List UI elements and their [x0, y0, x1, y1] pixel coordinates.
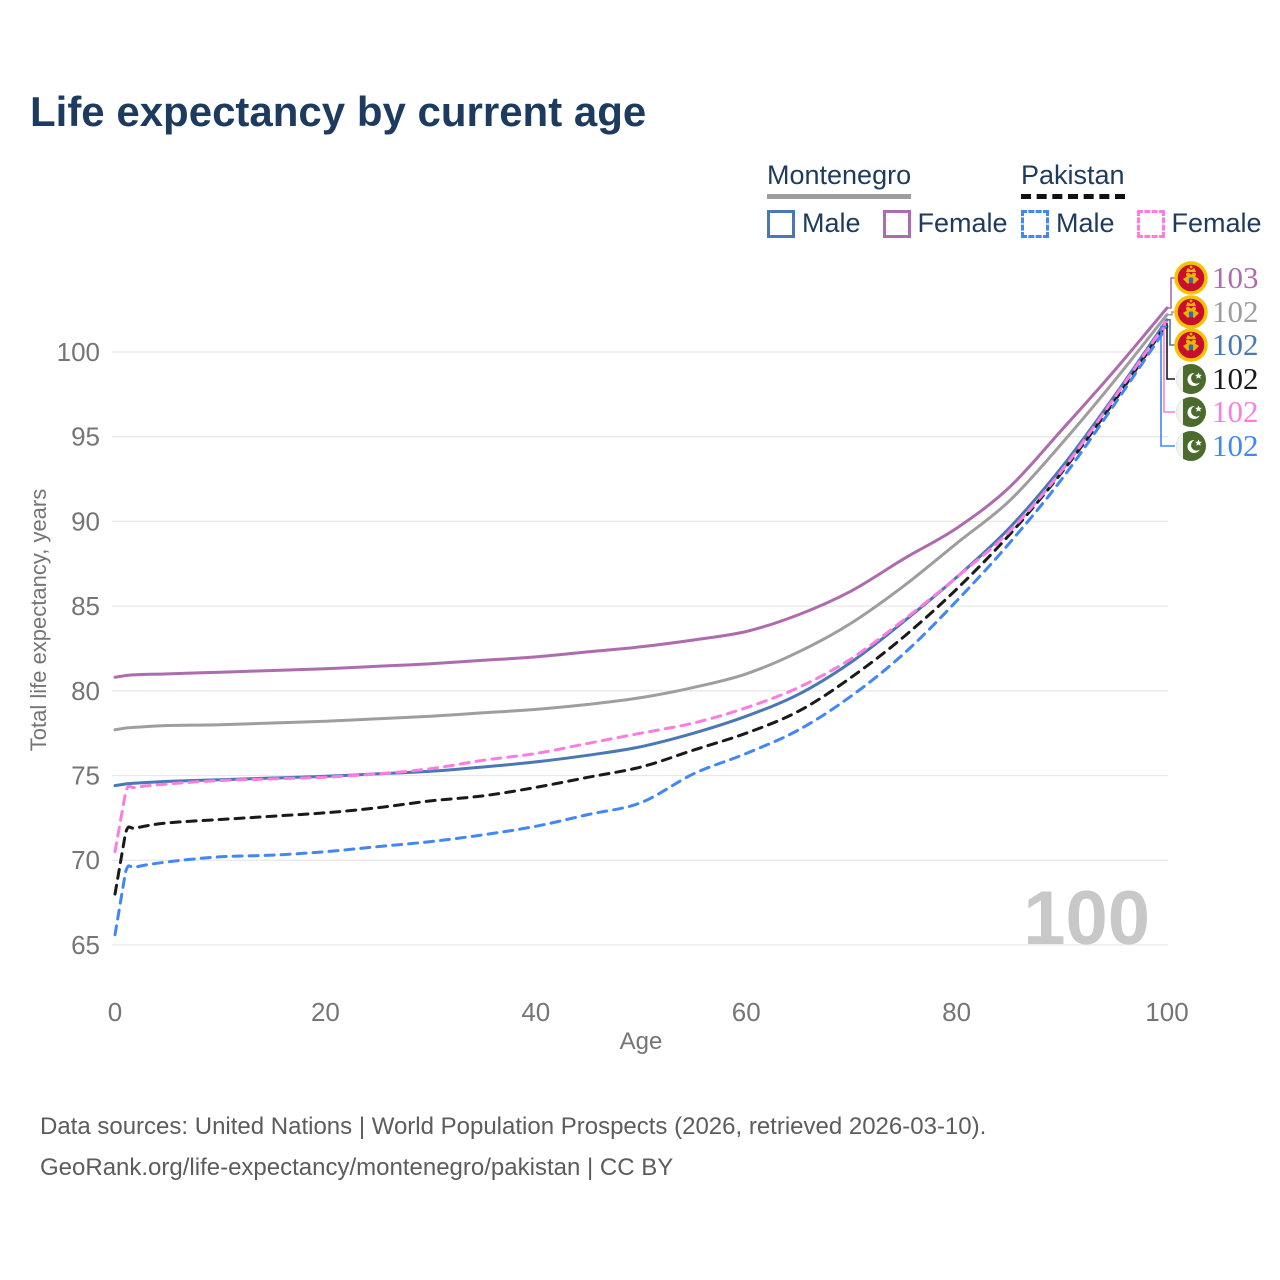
- x-tick-label-100: 100: [1145, 997, 1188, 1027]
- pakistan-flag-icon: [1176, 431, 1206, 461]
- end-value-label-pak_total: 102: [1212, 361, 1259, 396]
- legend-group-pakistan: Pakistan Male Female: [1021, 160, 1262, 239]
- x-tick-label-80: 80: [942, 997, 971, 1027]
- y-tick-label-75: 75: [71, 761, 100, 791]
- y-tick-label-65: 65: [71, 930, 100, 960]
- age-counter-watermark: 100: [1023, 876, 1150, 961]
- end-value-label-mne_total: 102: [1212, 294, 1259, 329]
- pakistan-flag-icon: [1176, 397, 1206, 427]
- pakistan-flag-icon: [1176, 364, 1206, 394]
- y-tick-label-90: 90: [71, 506, 100, 536]
- series-line-pakistan-total: [113, 321, 1169, 896]
- pakistan-total-line-swatch: [1021, 194, 1125, 199]
- montenegro-flag-icon: [1174, 261, 1208, 295]
- legend-item-pakistan-female[interactable]: Female: [1136, 208, 1262, 239]
- y-tick-label-85: 85: [71, 591, 100, 621]
- end-label-leader-pak_total: [1166, 323, 1175, 380]
- montenegro-flag-icon: [1174, 328, 1208, 362]
- y-tick-label-95: 95: [71, 422, 100, 452]
- x-axis-title: Age: [620, 1028, 663, 1055]
- x-tick-label-40: 40: [521, 997, 550, 1027]
- end-value-label-pak_female: 102: [1212, 394, 1259, 429]
- montenegro-female-swatch: [882, 209, 911, 238]
- x-tick-label-0: 0: [108, 997, 122, 1027]
- legend-country-label: Pakistan: [1021, 160, 1125, 190]
- legend-country-pakistan[interactable]: Pakistan: [1021, 160, 1125, 199]
- end-value-label-mne_female: 103: [1212, 260, 1259, 295]
- legend-item-label: Male: [1056, 208, 1115, 238]
- pakistan-male-swatch: [1021, 209, 1049, 238]
- y-tick-label-100: 100: [57, 337, 100, 367]
- series-line-montenegro-total: [113, 313, 1169, 732]
- pakistan-female-swatch: [1136, 209, 1165, 238]
- legend-country-label: Montenegro: [767, 160, 912, 190]
- series-line-pakistan-female: [113, 320, 1169, 854]
- end-value-label-pak_male: 102: [1212, 428, 1259, 463]
- y-tick-label-80: 80: [71, 676, 100, 706]
- x-tick-label-20: 20: [311, 997, 340, 1027]
- end-label-leader-mne_male: [1167, 319, 1175, 346]
- y-tick-label-70: 70: [71, 845, 100, 875]
- legend-item-montenegro-female[interactable]: Female: [882, 208, 1008, 239]
- legend-item-pakistan-male[interactable]: Male: [1021, 208, 1115, 239]
- series-line-montenegro-female: [113, 306, 1169, 679]
- data-source-footer: Data sources: United Nations | World Pop…: [40, 1106, 986, 1188]
- end-label-leader-pak_male: [1160, 325, 1175, 447]
- end-value-label-mne_male: 102: [1212, 327, 1259, 362]
- montenegro-total-line-swatch: [767, 194, 912, 199]
- legend-country-montenegro[interactable]: Montenegro: [767, 160, 912, 199]
- footer-line-attribution: GeoRank.org/life-expectancy/montenegro/p…: [40, 1154, 674, 1181]
- x-tick-label-60: 60: [732, 997, 761, 1027]
- footer-line-sources: Data sources: United Nations | World Pop…: [40, 1113, 987, 1140]
- legend-group-montenegro: Montenegro Male Female: [767, 160, 1008, 239]
- montenegro-flag-icon: [1174, 295, 1208, 329]
- montenegro-male-swatch: [767, 209, 795, 238]
- end-label-leader-pak_female: [1163, 320, 1175, 413]
- series-line-montenegro-male: [113, 318, 1169, 788]
- legend-item-label: Male: [802, 208, 861, 238]
- end-label-leader-mne_female: [1167, 277, 1175, 309]
- legend-item-label: Female: [917, 208, 1008, 238]
- end-label-leader-mne_total: [1167, 311, 1175, 316]
- page-title: Life expectancy by current age: [30, 88, 647, 135]
- legend-item-montenegro-male[interactable]: Male: [767, 208, 861, 239]
- y-axis-title: Total life expectancy, years: [26, 489, 51, 752]
- legend-item-label: Female: [1171, 208, 1262, 238]
- series-line-pakistan-male: [113, 325, 1169, 937]
